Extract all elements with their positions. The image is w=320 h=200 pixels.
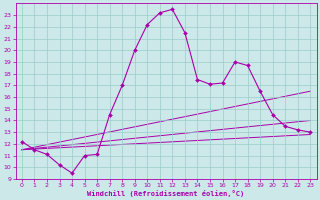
X-axis label: Windchill (Refroidissement éolien,°C): Windchill (Refroidissement éolien,°C) [87,190,245,197]
